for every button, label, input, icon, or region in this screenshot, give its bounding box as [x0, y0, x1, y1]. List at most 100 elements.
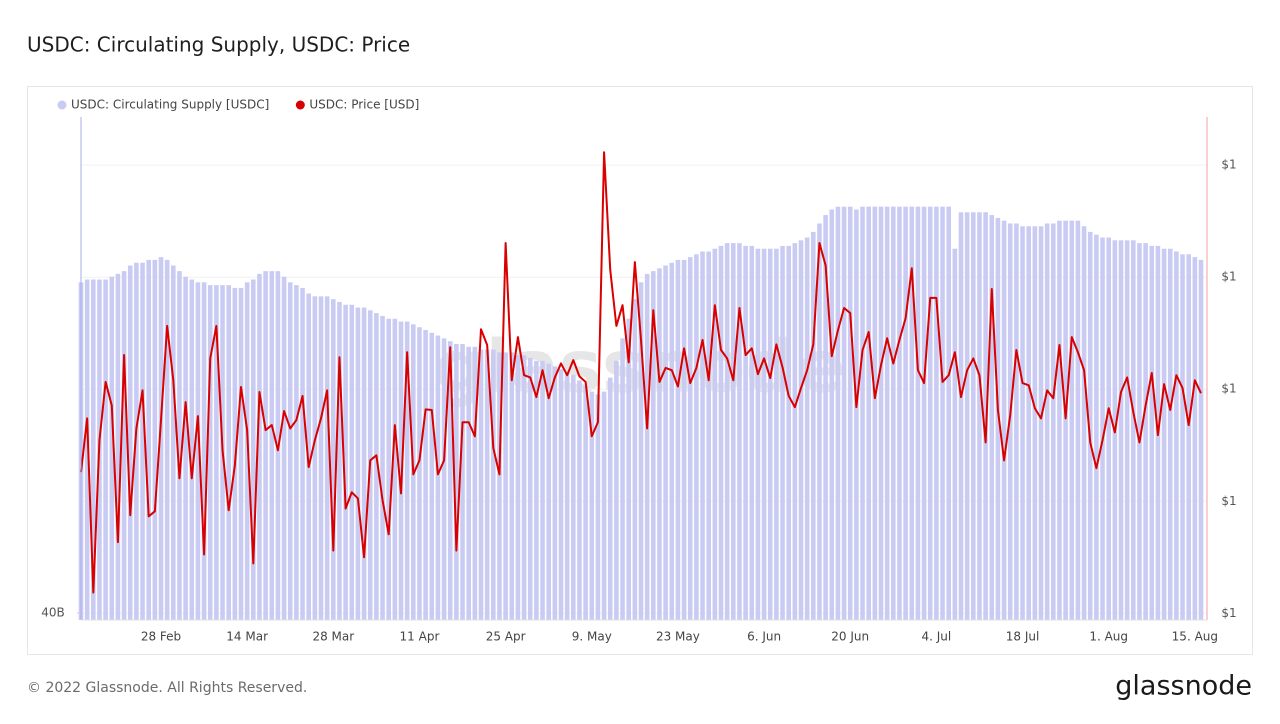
bar	[263, 271, 268, 620]
price-line	[80, 151, 1202, 594]
bar	[349, 304, 355, 620]
bar	[903, 206, 908, 620]
bar	[435, 335, 441, 620]
bar	[1020, 226, 1025, 620]
x-tick-label: 25 Apr	[486, 630, 526, 644]
bar	[971, 212, 976, 621]
bar	[657, 268, 662, 620]
bar	[386, 318, 391, 620]
bar	[1063, 220, 1068, 621]
bar	[977, 212, 982, 621]
bar	[109, 276, 115, 620]
x-tick-label: 6. Jun	[747, 630, 781, 644]
bar	[681, 259, 687, 620]
bar	[546, 363, 551, 620]
bar	[257, 273, 262, 620]
bar	[84, 279, 90, 620]
bar	[429, 332, 435, 620]
bar	[878, 206, 884, 620]
bar	[675, 259, 681, 620]
bar	[774, 248, 779, 620]
bar	[152, 259, 158, 620]
bar	[663, 265, 668, 620]
bar	[497, 352, 502, 620]
bar	[583, 386, 588, 620]
x-tick-label: 14 Mar	[226, 630, 268, 644]
bar	[441, 338, 447, 620]
bar	[417, 327, 422, 620]
bar	[632, 299, 638, 620]
bar	[1131, 240, 1136, 621]
chart-title: USDC: Circulating Supply, USDC: Price	[27, 33, 410, 57]
bar	[238, 287, 244, 620]
bar	[1167, 248, 1173, 620]
x-tick-label: 28 Feb	[141, 630, 181, 644]
x-tick-label: 23 May	[656, 630, 700, 644]
bar	[860, 206, 865, 620]
x-tick-label: 20 Jun	[831, 630, 869, 644]
bar	[1174, 251, 1179, 620]
bar	[866, 206, 871, 620]
bar	[447, 341, 453, 620]
bar	[1032, 226, 1038, 620]
bar	[620, 338, 625, 620]
bar	[724, 243, 730, 620]
bar	[1038, 226, 1044, 620]
bar	[854, 209, 859, 620]
bar	[115, 273, 121, 620]
bar	[829, 209, 835, 620]
bar	[669, 262, 675, 620]
bar	[158, 257, 164, 620]
bar	[491, 349, 496, 620]
bar	[651, 271, 656, 620]
bar	[1149, 245, 1155, 620]
bar	[891, 206, 896, 620]
legend-marker	[57, 100, 67, 110]
bar	[177, 271, 182, 620]
bar	[423, 329, 428, 620]
bar	[897, 206, 902, 620]
bar	[515, 355, 521, 620]
y2-tick-label: $1	[1221, 270, 1236, 284]
bar	[140, 262, 145, 620]
bar	[694, 254, 699, 620]
bar	[478, 349, 484, 620]
bar	[571, 374, 576, 620]
bar	[706, 251, 711, 620]
bar	[472, 346, 478, 620]
legend-label: USDC: Circulating Supply [USDC]	[71, 98, 269, 112]
footer: © 2022 Glassnode. All Rights Reserved.	[27, 680, 307, 696]
bar	[527, 357, 533, 620]
bar	[841, 206, 847, 620]
bar	[952, 248, 958, 620]
bar	[1057, 220, 1062, 621]
bar	[1026, 226, 1031, 620]
bar	[534, 360, 539, 620]
bar	[761, 248, 767, 620]
bar	[601, 391, 607, 620]
plot-area: glassnode	[77, 117, 1208, 621]
bar	[121, 271, 127, 620]
bar	[964, 212, 970, 621]
bar	[207, 285, 213, 620]
bar	[509, 352, 515, 620]
bar	[700, 251, 705, 620]
bar	[540, 360, 545, 620]
bar	[1014, 223, 1019, 620]
bar	[312, 296, 318, 620]
bar	[995, 217, 1001, 620]
bar	[712, 248, 718, 620]
bar	[767, 248, 773, 620]
bar	[1044, 223, 1050, 620]
bar	[589, 391, 595, 620]
x-tick-label: 11 Apr	[400, 630, 440, 644]
bar	[915, 206, 921, 620]
bar	[189, 279, 195, 620]
x-tick-label: 28 Mar	[312, 630, 354, 644]
bar	[786, 245, 791, 620]
bar	[552, 366, 558, 620]
bar	[1118, 240, 1124, 621]
bar	[1001, 220, 1007, 621]
bar	[792, 243, 798, 620]
